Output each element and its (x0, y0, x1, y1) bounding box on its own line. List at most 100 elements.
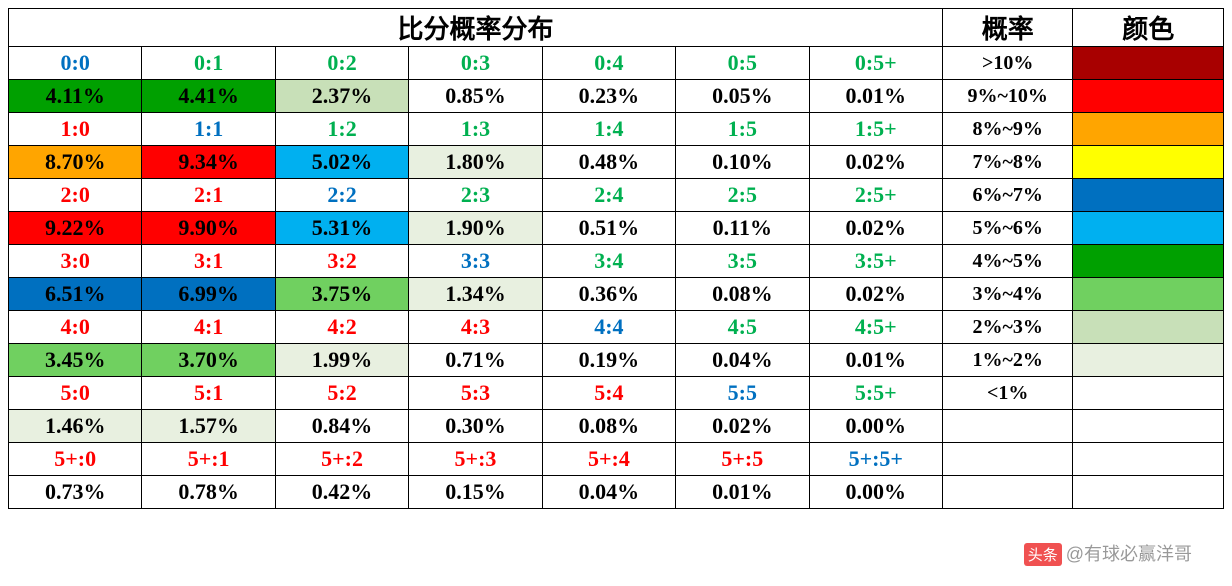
legend-label: >10% (943, 47, 1073, 80)
legend-swatch (1073, 212, 1224, 245)
legend-label: 3%~4% (943, 278, 1073, 311)
score-cell: 2:0 (9, 179, 142, 212)
legend-label: 6%~7% (943, 179, 1073, 212)
legend-label: 9%~10% (943, 80, 1073, 113)
score-cell: 1:2 (275, 113, 408, 146)
probability-cell: 5.02% (275, 146, 408, 179)
score-cell: 1:3 (409, 113, 542, 146)
probability-cell: 1.90% (409, 212, 542, 245)
legend-swatch (1073, 278, 1224, 311)
probability-cell: 0.10% (676, 146, 809, 179)
legend-swatch (1073, 179, 1224, 212)
score-cell: 0:2 (275, 47, 408, 80)
score-cell: 3:0 (9, 245, 142, 278)
score-cell: 2:2 (275, 179, 408, 212)
probability-cell: 2.37% (275, 80, 408, 113)
probability-cell: 1.99% (275, 344, 408, 377)
probability-cell: 1.34% (409, 278, 542, 311)
probability-cell: 3.70% (142, 344, 275, 377)
watermark: 头条@有球必赢洋哥 (1024, 540, 1192, 566)
probability-cell: 0.11% (676, 212, 809, 245)
legend-label: 2%~3% (943, 311, 1073, 344)
probability-cell: 1.80% (409, 146, 542, 179)
probability-cell: 0.08% (676, 278, 809, 311)
probability-cell: 6.99% (142, 278, 275, 311)
score-cell: 5+:3 (409, 443, 542, 476)
score-cell: 5:4 (542, 377, 675, 410)
legend-label: 4%~5% (943, 245, 1073, 278)
score-cell: 0:5+ (809, 47, 942, 80)
probability-cell: 0.01% (809, 344, 942, 377)
probability-cell: 4.11% (9, 80, 142, 113)
probability-cell: 0.02% (676, 410, 809, 443)
legend-swatch (1073, 377, 1224, 410)
score-cell: 1:5 (676, 113, 809, 146)
score-cell: 5+:4 (542, 443, 675, 476)
legend-swatch (1073, 146, 1224, 179)
legend-swatch (1073, 344, 1224, 377)
probability-cell: 0.02% (809, 212, 942, 245)
score-cell: 3:1 (142, 245, 275, 278)
probability-cell: 0.51% (542, 212, 675, 245)
probability-cell: 0.02% (809, 278, 942, 311)
score-cell: 2:5 (676, 179, 809, 212)
score-cell: 2:5+ (809, 179, 942, 212)
probability-cell: 4.41% (142, 80, 275, 113)
probability-cell: 0.19% (542, 344, 675, 377)
table-title: 比分概率分布 (9, 9, 943, 47)
score-cell: 5:2 (275, 377, 408, 410)
score-cell: 5:0 (9, 377, 142, 410)
legend-swatch (1073, 476, 1224, 509)
score-cell: 0:0 (9, 47, 142, 80)
score-cell: 3:5+ (809, 245, 942, 278)
score-cell: 0:3 (409, 47, 542, 80)
score-cell: 5+:5+ (809, 443, 942, 476)
score-cell: 5+:0 (9, 443, 142, 476)
probability-cell: 0.73% (9, 476, 142, 509)
legend-label (943, 410, 1073, 443)
probability-cell: 0.71% (409, 344, 542, 377)
score-cell: 0:5 (676, 47, 809, 80)
probability-cell: 6.51% (9, 278, 142, 311)
probability-cell: 1.57% (142, 410, 275, 443)
score-probability-table: 比分概率分布概率颜色0:00:10:20:30:40:50:5+>10%4.11… (8, 8, 1224, 509)
legend-label (943, 443, 1073, 476)
score-cell: 0:4 (542, 47, 675, 80)
probability-cell: 0.04% (542, 476, 675, 509)
probability-cell: 0.00% (809, 410, 942, 443)
probability-cell: 0.36% (542, 278, 675, 311)
score-cell: 4:1 (142, 311, 275, 344)
legend-label: <1% (943, 377, 1073, 410)
legend-swatch (1073, 113, 1224, 146)
score-cell: 5:3 (409, 377, 542, 410)
score-cell: 3:4 (542, 245, 675, 278)
score-cell: 4:3 (409, 311, 542, 344)
probability-cell: 9.90% (142, 212, 275, 245)
legend-label: 1%~2% (943, 344, 1073, 377)
legend-label (943, 476, 1073, 509)
probability-cell: 0.08% (542, 410, 675, 443)
score-cell: 2:4 (542, 179, 675, 212)
probability-cell: 0.00% (809, 476, 942, 509)
probability-cell: 0.23% (542, 80, 675, 113)
score-cell: 2:3 (409, 179, 542, 212)
probability-cell: 9.22% (9, 212, 142, 245)
probability-cell: 3.75% (275, 278, 408, 311)
probability-cell: 0.84% (275, 410, 408, 443)
probability-cell: 0.01% (809, 80, 942, 113)
probability-cell: 0.05% (676, 80, 809, 113)
probability-cell: 0.30% (409, 410, 542, 443)
score-cell: 1:0 (9, 113, 142, 146)
score-cell: 1:5+ (809, 113, 942, 146)
header-prob: 概率 (943, 9, 1073, 47)
legend-label: 5%~6% (943, 212, 1073, 245)
score-cell: 5+:5 (676, 443, 809, 476)
legend-swatch (1073, 311, 1224, 344)
probability-cell: 0.01% (676, 476, 809, 509)
score-cell: 3:2 (275, 245, 408, 278)
legend-swatch (1073, 245, 1224, 278)
score-cell: 1:4 (542, 113, 675, 146)
legend-swatch (1073, 443, 1224, 476)
score-cell: 5:5 (676, 377, 809, 410)
probability-cell: 0.02% (809, 146, 942, 179)
